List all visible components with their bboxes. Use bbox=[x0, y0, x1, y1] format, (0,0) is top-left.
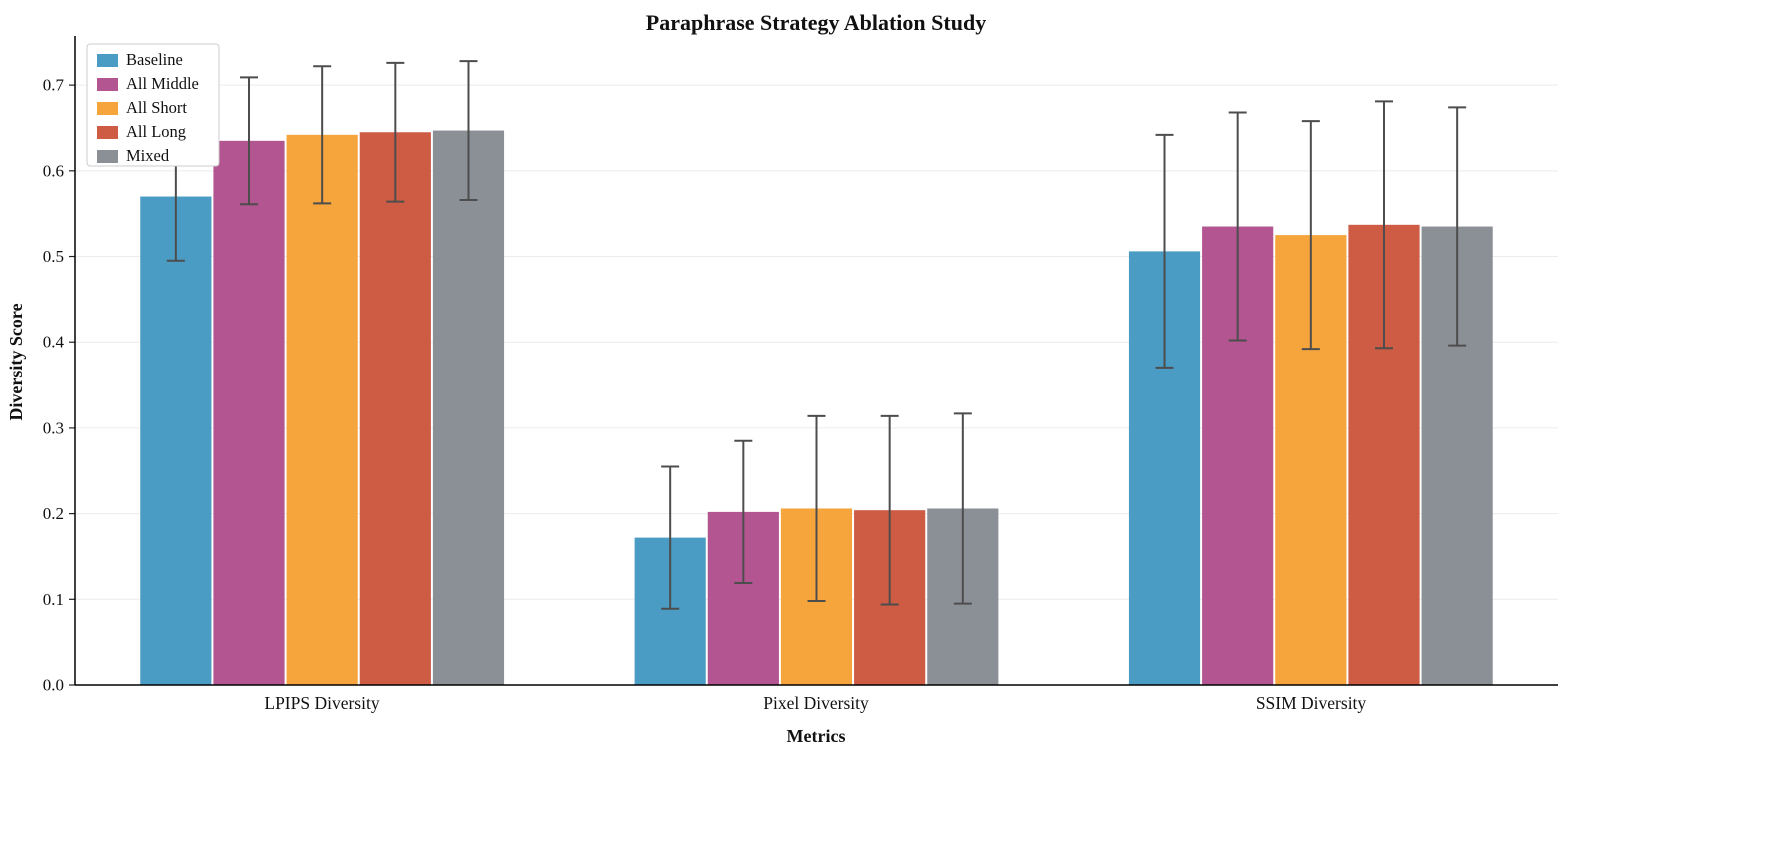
y-tick-label: 0.1 bbox=[43, 590, 64, 609]
bar bbox=[140, 196, 212, 685]
y-tick-label: 0.7 bbox=[43, 76, 65, 95]
chart-title: Paraphrase Strategy Ablation Study bbox=[646, 10, 986, 35]
legend-swatch bbox=[97, 78, 118, 91]
category-label: SSIM Diversity bbox=[1256, 693, 1367, 713]
y-tick-label: 0.4 bbox=[43, 333, 65, 352]
y-tick-label: 0.2 bbox=[43, 504, 64, 523]
error-bars-layer bbox=[166, 60, 1467, 610]
legend-label: All Middle bbox=[126, 74, 199, 93]
category-label: LPIPS Diversity bbox=[264, 693, 379, 713]
legend-label: All Short bbox=[126, 98, 187, 117]
legend-box bbox=[86, 43, 220, 167]
legend-swatch bbox=[97, 102, 118, 115]
axes-layer: 0.0 0.1 0.2 0.3 0.4 0.5 0.6 0.7 bbox=[43, 36, 1558, 695]
bars-layer bbox=[140, 130, 1493, 686]
legend-label: Mixed bbox=[126, 146, 170, 165]
bar bbox=[359, 132, 431, 686]
y-tick-label: 0.5 bbox=[43, 247, 64, 266]
y-tick-label: 0.6 bbox=[43, 161, 64, 180]
legend: Baseline All Middle All Short All Long M… bbox=[86, 43, 220, 167]
legend-swatch bbox=[97, 54, 118, 67]
legend-swatch bbox=[97, 150, 118, 163]
legend-swatch bbox=[97, 126, 118, 139]
category-label: Pixel Diversity bbox=[763, 693, 869, 713]
y-axis-label: Diversity Score bbox=[6, 303, 26, 420]
y-tick-label: 0.3 bbox=[43, 418, 64, 437]
x-axis-label: Metrics bbox=[787, 726, 846, 746]
y-tick-label: 0.0 bbox=[43, 676, 64, 695]
legend-label: Baseline bbox=[126, 50, 183, 69]
bar bbox=[213, 140, 285, 685]
bar bbox=[286, 134, 358, 685]
legend-label: All Long bbox=[126, 122, 186, 141]
bar bbox=[432, 130, 505, 685]
